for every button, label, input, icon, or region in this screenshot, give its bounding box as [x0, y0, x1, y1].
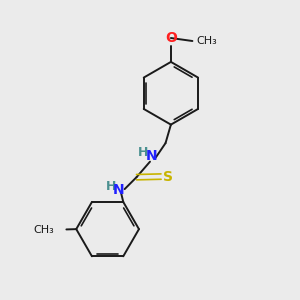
Text: N: N — [146, 149, 157, 163]
Text: CH₃: CH₃ — [34, 225, 54, 235]
Text: CH₃: CH₃ — [196, 36, 217, 46]
Text: S: S — [163, 169, 172, 184]
Text: O: O — [165, 31, 177, 45]
Text: N: N — [113, 183, 124, 197]
Text: H: H — [106, 180, 117, 193]
Text: H: H — [138, 146, 148, 159]
